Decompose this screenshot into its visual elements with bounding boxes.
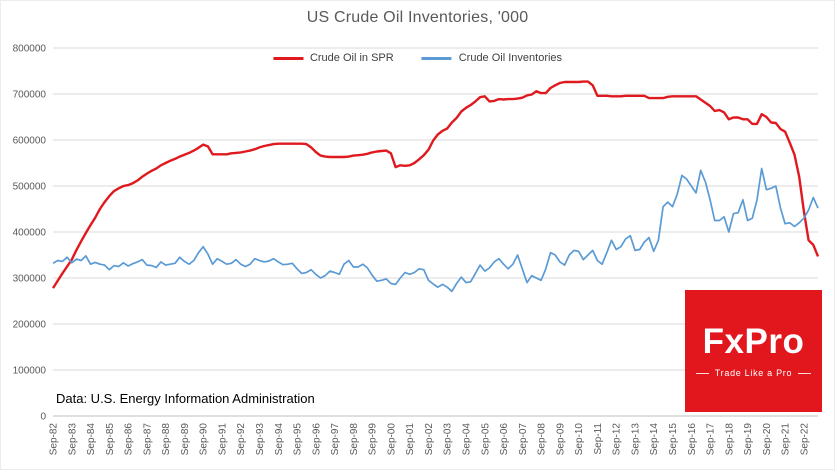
x-axis-label: Sep-20 — [762, 423, 773, 456]
fxpro-tagline: Trade Like a Pro — [695, 368, 812, 378]
x-axis-label: Sep-99 — [368, 423, 379, 456]
chart-title: US Crude Oil Inventories, '000 — [306, 9, 529, 26]
x-axis-label: Sep-95 — [293, 423, 304, 456]
legend-item-spr: Crude Oil in SPR — [272, 52, 394, 64]
x-axis-label: Sep-11 — [593, 423, 604, 455]
tagline-text: Trade Like a Pro — [714, 368, 793, 378]
y-axis-label: 800000 — [13, 44, 47, 55]
fxpro-brand-text: FxPro — [702, 322, 805, 361]
x-axis-label: Sep-84 — [86, 423, 97, 456]
legend-label-inventories: Crude Oil Inventories — [458, 52, 563, 64]
x-axis-label: Sep-13 — [630, 423, 641, 456]
x-axis-label: Sep-21 — [781, 423, 792, 456]
y-axis-label: 200000 — [13, 320, 47, 331]
legend-item-inventories: Crude Oil Inventories — [421, 52, 563, 64]
y-axis-label: 100000 — [13, 366, 47, 377]
x-axis-label: Sep-01 — [405, 423, 416, 456]
x-axis-label: Sep-00 — [386, 423, 397, 456]
x-axis-label: Sep-02 — [424, 423, 435, 456]
tagline-rule-left — [695, 372, 709, 374]
x-axis-label: Sep-12 — [612, 423, 623, 456]
x-axis-label: Sep-16 — [687, 423, 698, 456]
x-axis-label: Sep-83 — [67, 423, 78, 456]
chart-legend: Crude Oil in SPR Crude Oil Inventories — [272, 52, 563, 64]
fxpro-logo: FxPro Trade Like a Pro — [685, 290, 822, 412]
x-axis-label: Sep-05 — [480, 423, 491, 456]
x-axis-label: Sep-96 — [311, 423, 322, 456]
x-axis-label: Sep-89 — [180, 423, 191, 456]
x-axis-label: Sep-06 — [499, 423, 510, 456]
x-axis-label: Sep-15 — [668, 423, 679, 456]
inventories-line-swatch — [421, 56, 452, 60]
source-note: Data: U.S. Energy Information Administra… — [56, 391, 315, 406]
crude-oil-in-spr-line — [51, 80, 820, 289]
x-axis-label: Sep-90 — [199, 423, 210, 456]
x-axis-label: Sep-86 — [124, 423, 135, 456]
x-axis-label: Sep-87 — [142, 423, 153, 456]
tagline-rule-right — [798, 372, 812, 374]
x-axis-label: Sep-17 — [706, 423, 717, 456]
x-axis-label: Sep-88 — [161, 423, 172, 456]
x-axis-label: Sep-94 — [274, 423, 285, 456]
x-axis-label: Sep-09 — [555, 423, 566, 456]
y-axis-label: 600000 — [13, 136, 47, 147]
spr-line-swatch — [272, 56, 303, 60]
x-axis-label: Sep-14 — [649, 423, 660, 456]
y-axis-label: 400000 — [13, 228, 47, 239]
legend-label-spr: Crude Oil in SPR — [309, 52, 394, 64]
y-axis-label: 700000 — [13, 90, 47, 101]
x-axis-label: Sep-19 — [743, 423, 754, 456]
y-axis-label: 0 — [40, 412, 46, 423]
crude-oil-inventories-line — [52, 167, 819, 293]
x-axis-label: Sep-04 — [462, 423, 473, 456]
x-axis-label: Sep-92 — [236, 423, 247, 456]
y-axis-label: 300000 — [13, 274, 47, 285]
x-axis-label: Sep-07 — [518, 423, 529, 456]
x-axis-label: Sep-98 — [349, 423, 360, 456]
x-axis-label: Sep-08 — [537, 423, 548, 456]
x-axis-label: Sep-22 — [799, 423, 810, 456]
x-axis-label: Sep-10 — [574, 423, 585, 456]
y-axis-label: 500000 — [13, 182, 47, 193]
x-axis-label: Sep-85 — [105, 423, 116, 456]
x-axis-label: Sep-18 — [724, 423, 735, 456]
x-axis-label: Sep-93 — [255, 423, 266, 456]
x-axis-label: Sep-91 — [217, 423, 228, 456]
x-axis-label: Sep-97 — [330, 423, 341, 456]
x-axis-label: Sep-82 — [49, 423, 60, 456]
x-axis-label: Sep-03 — [443, 423, 454, 456]
